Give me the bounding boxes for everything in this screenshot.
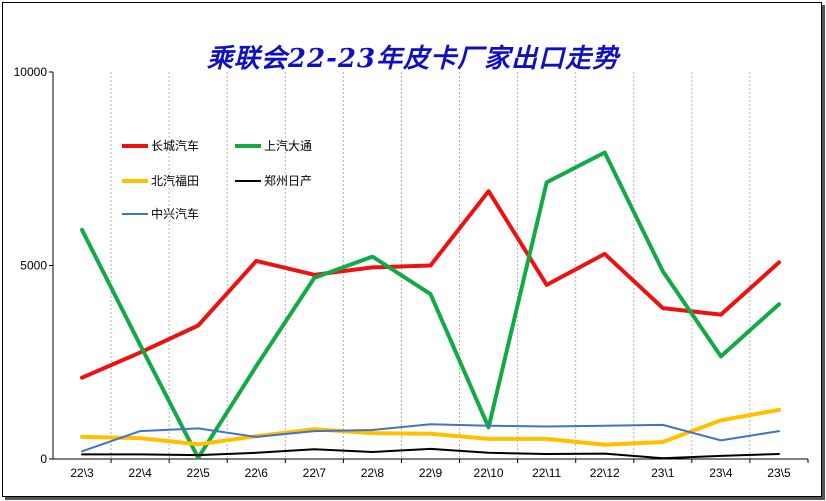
x-tick-label: 23\5 xyxy=(767,466,791,480)
series-line-1 xyxy=(80,189,781,380)
series-line-3 xyxy=(80,407,781,447)
chart-title: 乘联会22-23年皮卡厂家出口走势 xyxy=(206,44,620,74)
x-tick-label: 22\11 xyxy=(532,466,561,480)
legend-label: 北汽福田 xyxy=(151,173,199,188)
y-tick-label: 5000 xyxy=(20,259,47,273)
x-tick-label: 22\8 xyxy=(361,466,385,480)
x-tick-label: 22\3 xyxy=(70,466,94,480)
x-tick-label: 22\7 xyxy=(303,466,327,480)
x-tick-label: 22\4 xyxy=(128,466,152,480)
y-tick-label: 10000 xyxy=(14,65,48,79)
y-tick-label: 0 xyxy=(40,452,47,466)
legend-label: 中兴汽车 xyxy=(151,206,199,221)
series-line-4 xyxy=(81,447,780,460)
legend-label: 上汽大通 xyxy=(264,138,312,153)
x-tick-label: 22\12 xyxy=(590,466,620,480)
series-line-5 xyxy=(81,423,780,453)
legend-label: 郑州日产 xyxy=(264,173,312,188)
x-tick-label: 23\1 xyxy=(651,466,675,480)
x-tick-label: 22\6 xyxy=(245,466,269,480)
legend-label: 长城汽车 xyxy=(151,138,199,153)
x-tick-label: 22\9 xyxy=(419,466,443,480)
x-tick-label: 23\4 xyxy=(709,466,733,480)
series-line-2 xyxy=(80,150,781,460)
x-tick-label: 22\10 xyxy=(474,466,504,480)
x-tick-label: 22\5 xyxy=(187,466,211,480)
